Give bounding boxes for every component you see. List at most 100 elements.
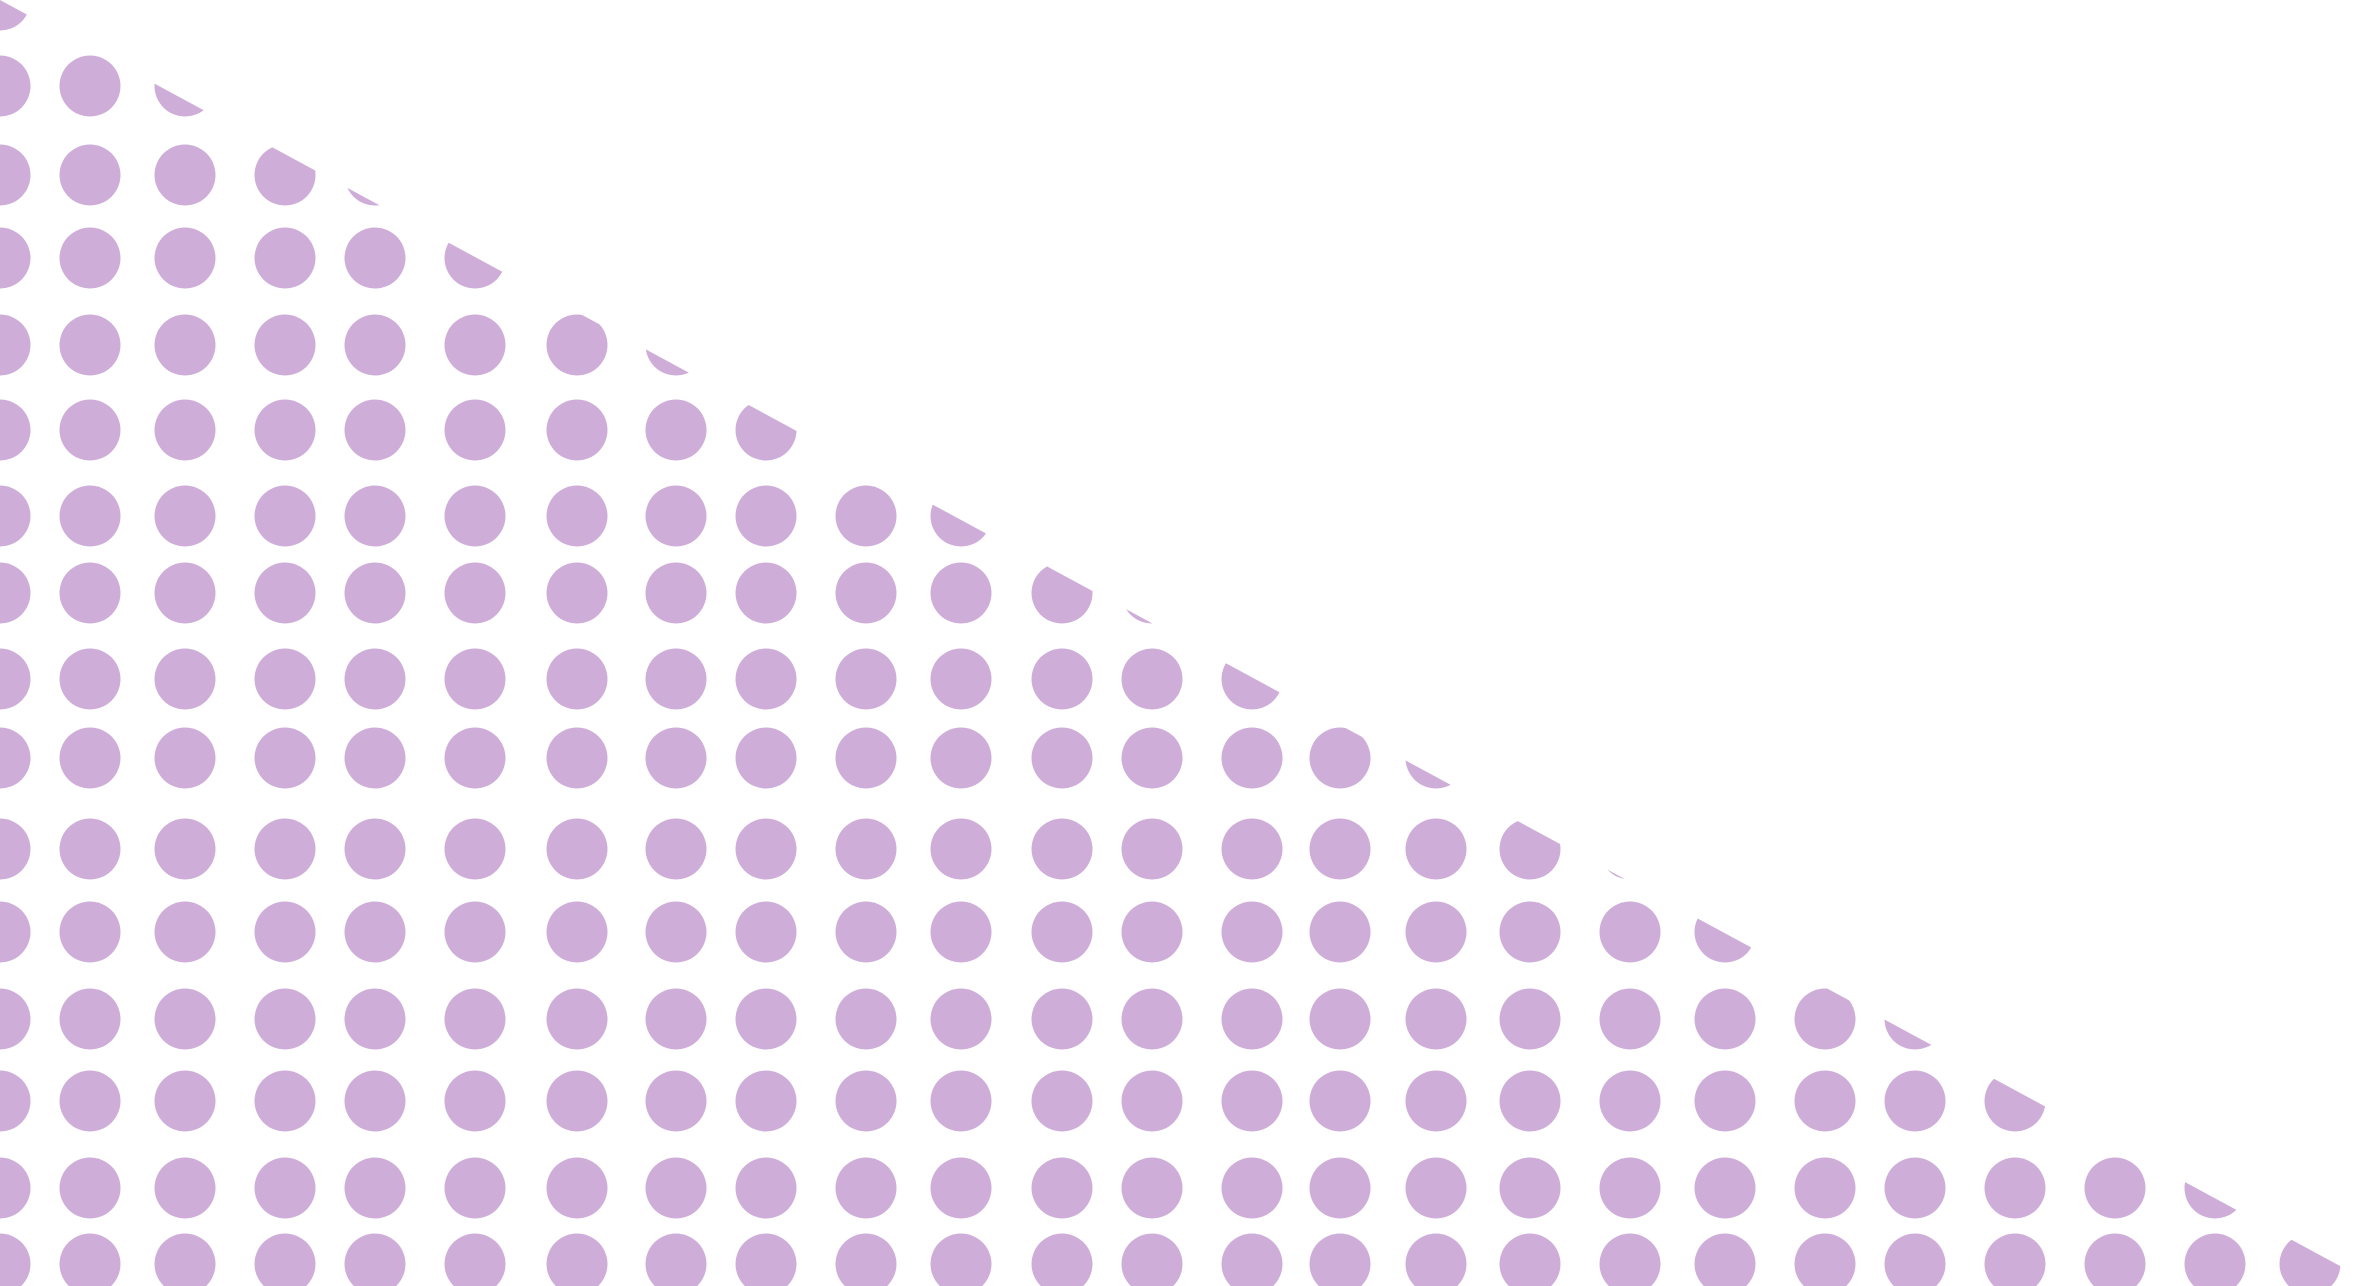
dot [1221,227,1283,289]
dot [1031,0,1093,31]
dot [1984,399,2046,461]
dot [735,1233,797,1286]
dot [645,988,707,1050]
dot [1031,727,1093,789]
dot [546,144,608,206]
dot [735,648,797,710]
dot [0,818,31,880]
dot [546,1070,608,1132]
dot [735,314,797,376]
dot [1405,562,1467,624]
dot [254,1157,316,1219]
dot [2084,55,2146,117]
dot [930,727,992,789]
dot [2084,227,2146,289]
dot [1405,1070,1467,1132]
dot [444,1070,506,1132]
dot [645,399,707,461]
dot [1309,1070,1371,1132]
dot [444,314,506,376]
dot [154,399,216,461]
dot [645,727,707,789]
dot [1599,818,1661,880]
dot [2084,144,2146,206]
dot [1984,314,2046,376]
dot [546,314,608,376]
dot [835,1157,897,1219]
dot [1599,562,1661,624]
dot [1884,0,1946,31]
dot [444,1157,506,1219]
dot [1794,648,1856,710]
dot [835,0,897,31]
dot [0,399,31,461]
dot [59,988,121,1050]
dot [2184,399,2246,461]
dot [59,55,121,117]
dot [0,55,31,117]
dot [835,562,897,624]
dot [1694,1233,1756,1286]
dot [59,227,121,289]
dot [735,562,797,624]
dot [154,1157,216,1219]
dot [1499,648,1561,710]
dot [2184,144,2246,206]
dot [154,818,216,880]
dot [2184,55,2246,117]
dot [444,144,506,206]
dot [0,144,31,206]
dot [1405,144,1467,206]
dot [1984,562,2046,624]
dot [835,988,897,1050]
dot [1221,485,1283,547]
dot [154,1070,216,1132]
dot [1221,818,1283,880]
dot [1121,901,1183,963]
dot [59,901,121,963]
dot [1309,314,1371,376]
dot [1984,0,2046,31]
dot [1121,1070,1183,1132]
dot [1694,314,1756,376]
dot [254,144,316,206]
dot [1884,562,1946,624]
dot [1499,55,1561,117]
dot [344,55,406,117]
dot [2184,727,2246,789]
dot [2184,1233,2246,1286]
dot [2084,0,2146,31]
dot [645,0,707,31]
dot [1309,1157,1371,1219]
dot [645,314,707,376]
dot [1599,227,1661,289]
dot [930,901,992,963]
dot [1121,399,1183,461]
dot [1309,988,1371,1050]
dot [2279,144,2341,206]
dot [444,485,506,547]
dot [1221,1157,1283,1219]
dot [1031,1070,1093,1132]
dot [1309,144,1371,206]
dot [1984,485,2046,547]
dot [735,485,797,547]
dot [254,562,316,624]
dot [645,1070,707,1132]
dot [1499,399,1561,461]
dot [0,227,31,289]
dot [444,1233,506,1286]
dot [154,485,216,547]
dot [930,1233,992,1286]
dot [1031,227,1093,289]
dot [1031,144,1093,206]
dot [1794,901,1856,963]
dot [154,1233,216,1286]
dot [154,55,216,117]
dot [254,399,316,461]
dot [2279,314,2341,376]
dot [645,144,707,206]
dot [1405,648,1467,710]
dot [1884,1070,1946,1132]
dot [1884,727,1946,789]
